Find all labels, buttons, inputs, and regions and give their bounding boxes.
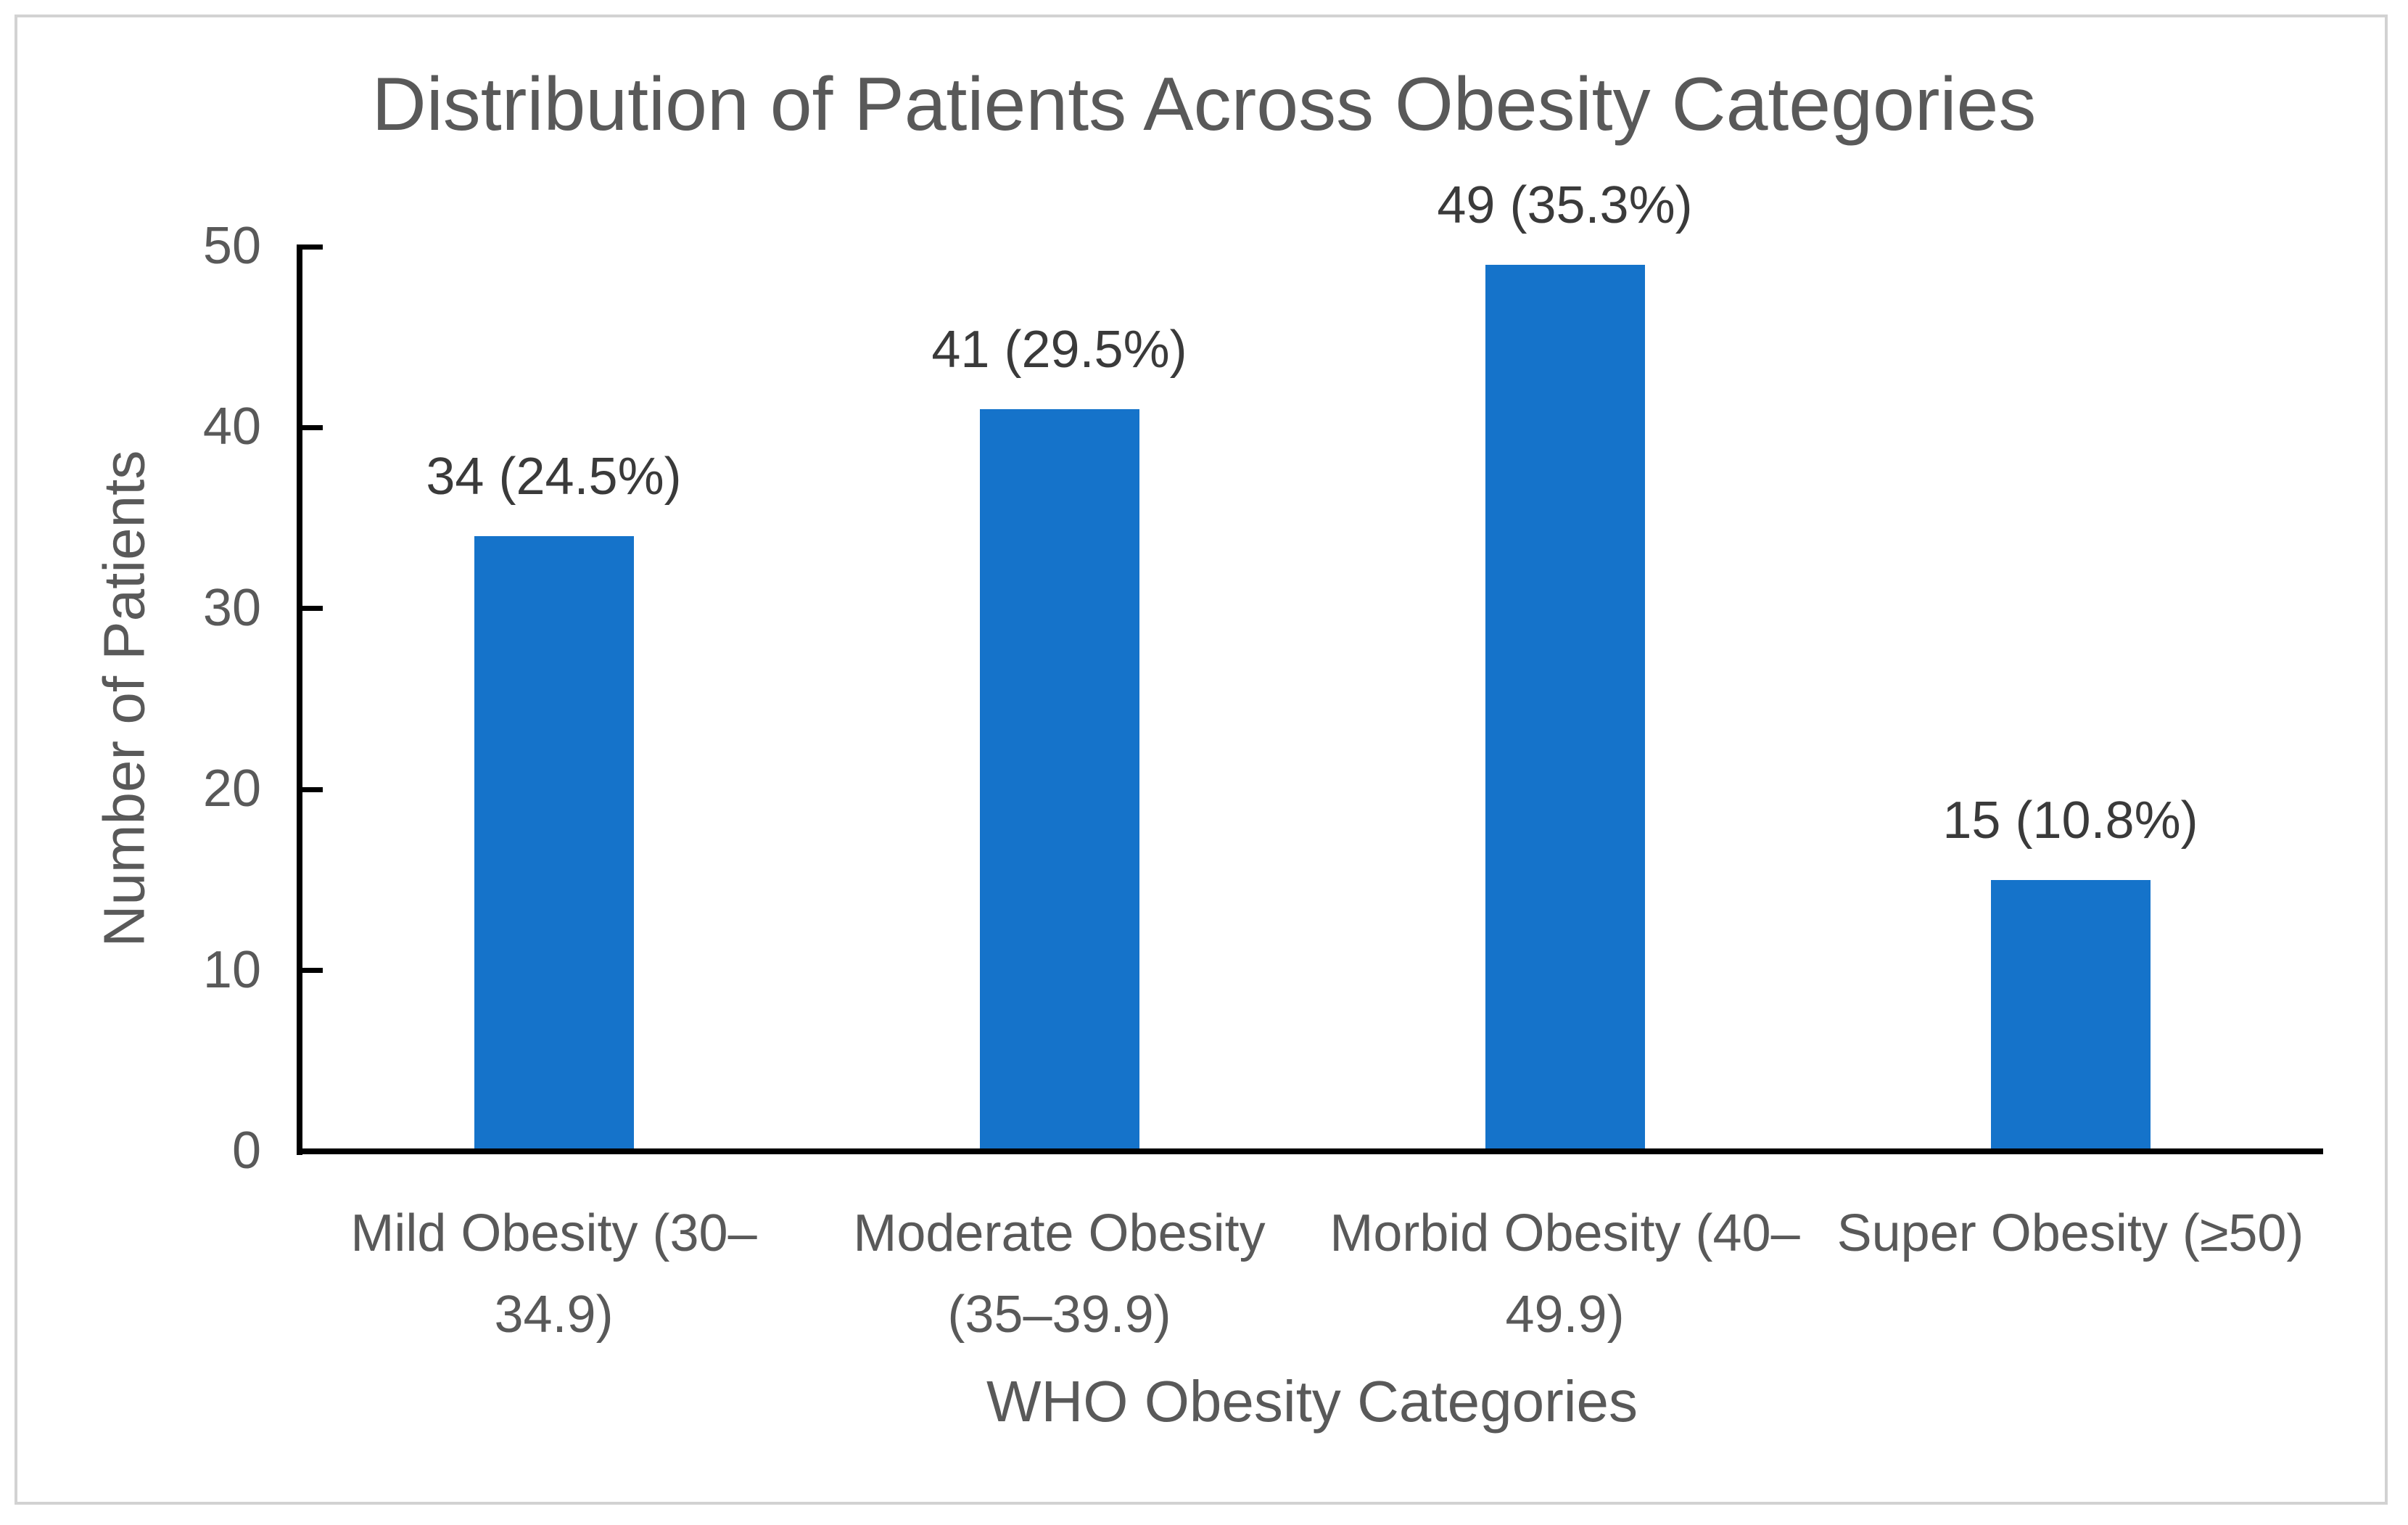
bar [979,409,1139,1151]
x-axis-title: WHO Obesity Categories [986,1369,1638,1434]
bar-data-label: 34 (24.5%) [426,448,682,506]
y-axis-tick [302,968,323,974]
x-axis-line [297,1148,2323,1154]
y-axis-tick-label: 20 [202,760,261,818]
y-axis-tick [302,786,323,792]
bar-data-label: 15 (10.8%) [1942,791,2198,850]
category-label: Morbid Obesity (40– 49.9) [1329,1204,1800,1344]
bar [474,536,634,1151]
y-axis-tick-label: 0 [231,1122,261,1180]
y-axis-tick-label: 40 [202,398,261,456]
chart-frame [15,15,2388,1505]
y-axis-tick-label: 10 [202,940,261,999]
bar-data-label: 41 (29.5%) [931,321,1187,379]
y-axis-tick [302,244,323,250]
bar [1485,264,1645,1151]
chart-title: Distribution of Patients Across Obesity … [371,62,2037,147]
bar [1990,879,2151,1151]
y-axis-tick [302,606,323,612]
y-axis-tick [302,424,323,430]
category-label: Mild Obesity (30– 34.9) [350,1204,757,1344]
y-axis-tick-label: 50 [202,217,261,275]
bar-data-label: 49 (35.3%) [1437,176,1693,234]
category-label: Moderate Obesity (35–39.9) [853,1204,1266,1344]
category-label: Super Obesity (≥50) [1836,1204,2304,1262]
y-axis-tick-label: 30 [202,578,261,637]
y-axis-line [297,244,302,1155]
